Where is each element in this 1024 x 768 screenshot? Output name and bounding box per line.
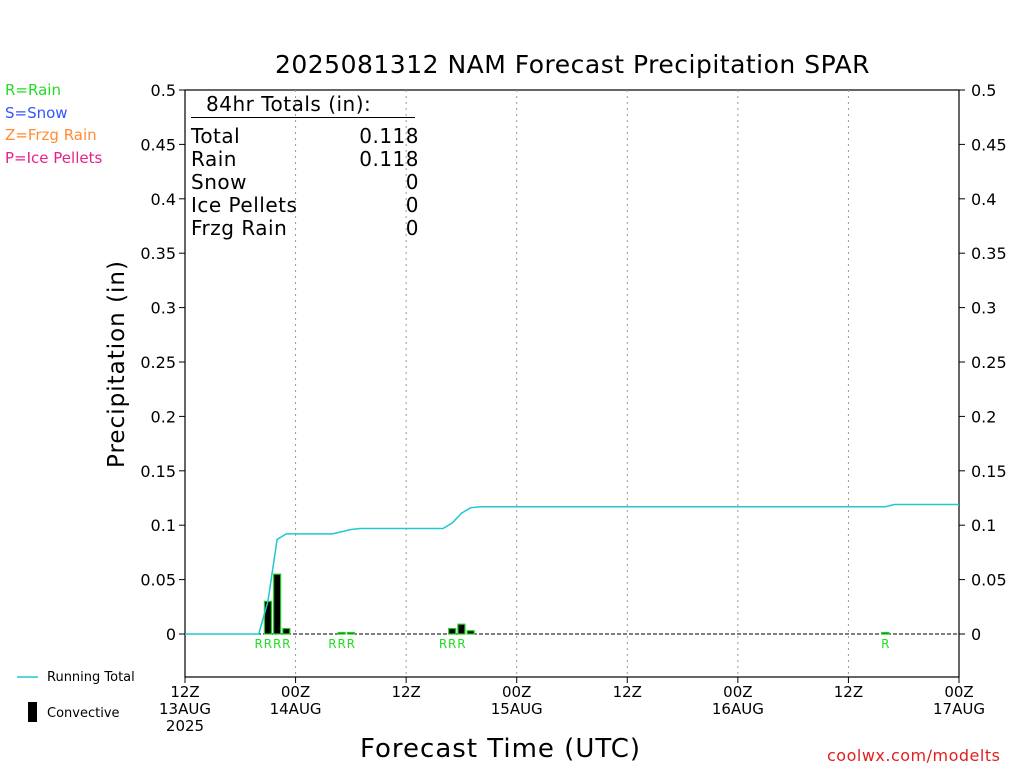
x-tick-label: 2025 [166,717,204,735]
y-tick-label-right: 0 [971,625,981,644]
precip-type-marker: R [337,637,345,651]
totals-row: Ice Pellets 0 [191,193,419,217]
x-tick-label: 13AUG [159,700,211,718]
totals-row-value: 0 [405,216,419,240]
precip-type-marker: R [457,637,465,651]
y-tick-label-right: 0.25 [971,353,1007,372]
y-tick-label-left: 0 [166,625,176,644]
totals-row-value: 0.118 [359,124,419,148]
y-tick-label-left: 0.4 [151,190,176,209]
y-tick-label-left: 0.1 [151,516,176,535]
totals-underline [191,117,415,118]
totals-row: Frzg Rain 0 [191,216,419,240]
y-tick-label-left: 0.35 [140,244,176,263]
legend-freezing-rain: Z=Frzg Rain [5,126,97,144]
x-tick-label: 12Z [391,683,420,701]
x-tick-label: 00Z [502,683,531,701]
totals-row-name: Total [191,124,241,148]
y-tick-label-right: 0.4 [971,190,996,209]
legend-snow: S=Snow [5,104,68,122]
x-tick-label: 16AUG [712,700,764,718]
precip-type-marker: R [264,637,272,651]
y-tick-label-right: 0.45 [971,135,1007,154]
precip-type-marker: R [255,637,263,651]
x-tick-label: 12Z [170,683,199,701]
x-tick-label: 14AUG [270,700,322,718]
precip-type-marker: R [439,637,447,651]
totals-heading: 84hr Totals (in): [206,92,372,116]
x-tick-label: 12Z [613,683,642,701]
precip-bar [346,631,355,635]
precip-bar [263,600,273,635]
chart-title: 2025081312 NAM Forecast Precipitation SP… [274,50,871,79]
precip-bar [457,623,466,635]
y-tick-label-left: 0.05 [140,571,176,590]
y-tick-label-left: 0.45 [140,135,176,154]
precip-bar [448,627,457,635]
y-tick-label-right: 0.5 [971,81,996,100]
x-tick-label: 00Z [944,683,973,701]
x-tick-label: 00Z [281,683,310,701]
precip-type-marker: R [328,637,336,651]
y-tick-label-left: 0.2 [151,407,176,426]
precip-type-marker: R [282,637,290,651]
precip-bar [466,630,475,635]
y-tick-label-left: 0.5 [151,81,176,100]
y-tick-label-right: 0.35 [971,244,1007,263]
precip-bar [337,631,346,635]
precip-bar [273,573,282,635]
totals-row: Snow 0 [191,170,419,194]
totals-row-value: 0.118 [359,147,419,171]
x-tick-label: 00Z [723,683,752,701]
x-tick-label: 15AUG [491,700,543,718]
y-tick-label-right: 0.2 [971,407,996,426]
y-tick-label-left: 0.15 [140,462,176,481]
y-tick-label-right: 0.1 [971,516,996,535]
precip-type-marker: R [347,637,355,651]
plot-frame [184,89,960,678]
x-tick-label: 17AUG [933,700,985,718]
totals-row-name: Rain [191,147,237,171]
totals-row-name: Snow [191,170,247,194]
y-tick-label-left: 0.25 [140,353,176,372]
y-tick-label-right: 0.3 [971,299,996,318]
legend-running-total: Running Total [47,670,135,685]
totals-row-value: 0 [405,193,419,217]
precip-type-marker: R [448,637,456,651]
totals-row: Total 0.118 [191,124,419,148]
totals-row-value: 0 [405,170,419,194]
totals-row-name: Frzg Rain [191,216,288,240]
y-tick-label-right: 0.05 [971,571,1007,590]
precip-bar [881,631,890,635]
y-tick-label-left: 0.3 [151,299,176,318]
y-axis-label: Precipitation (in) [104,260,130,468]
x-axis-label: Forecast Time (UTC) [360,734,642,764]
totals-row-name: Ice Pellets [191,193,298,217]
legend-rain: R=Rain [5,81,61,99]
precip-bar [282,627,291,635]
legend-convective: Convective [47,706,120,721]
precip-type-marker: R [273,637,281,651]
running-total-line [185,503,959,635]
legend-ice-pellets: P=Ice Pellets [5,149,103,167]
y-tick-label-right: 0.15 [971,462,1007,481]
legend-convective-swatch [28,702,37,722]
totals-row: Rain 0.118 [191,147,419,171]
x-tick-label: 12Z [834,683,863,701]
precip-type-marker: R [881,637,889,651]
source-credit: coolwx.com/modelts [827,746,1001,765]
